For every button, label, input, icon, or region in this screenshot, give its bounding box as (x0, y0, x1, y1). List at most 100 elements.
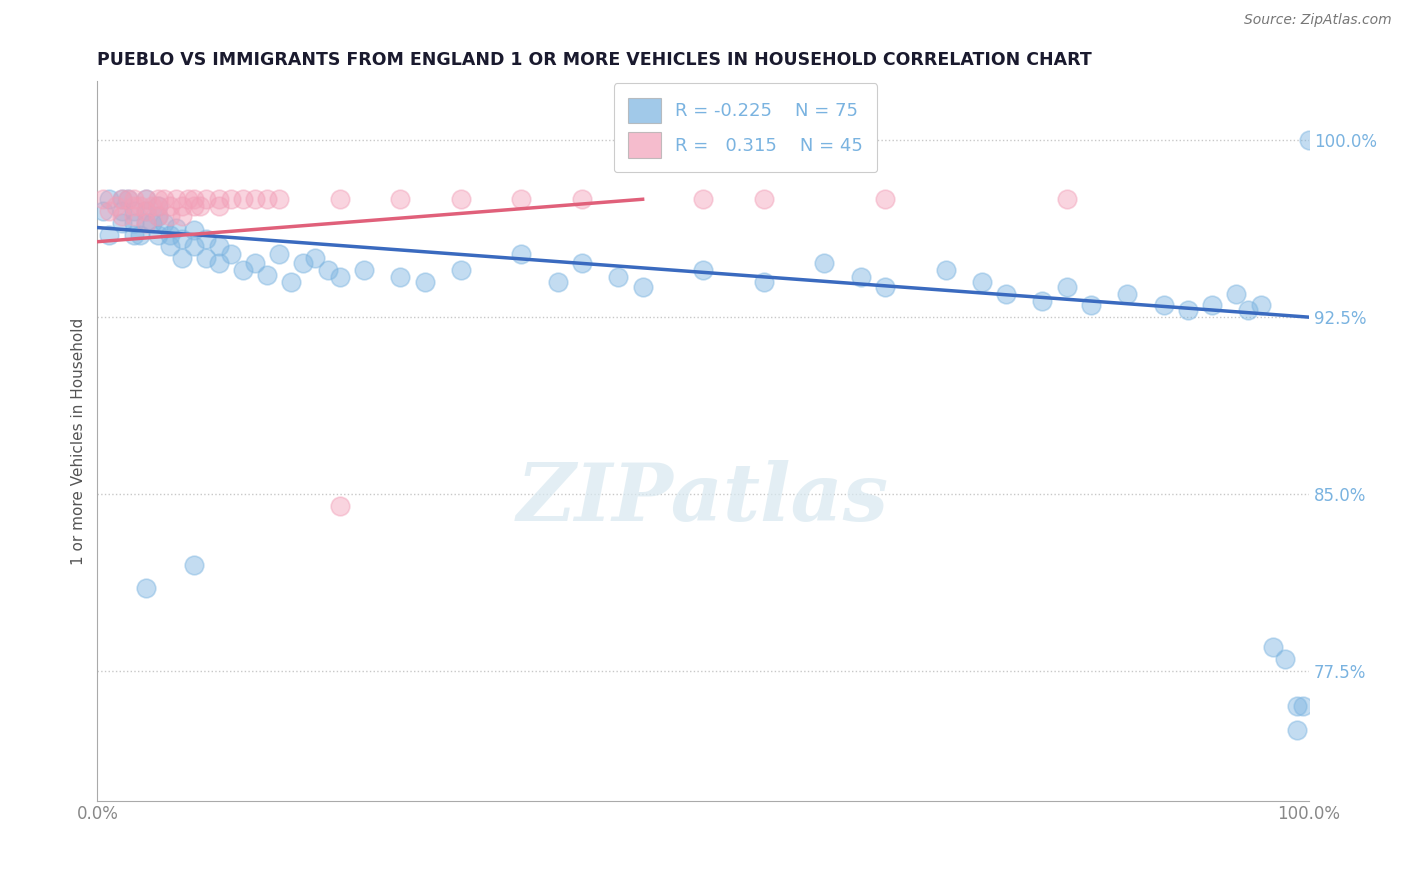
Point (243, 256, 266, 270)
Legend: R = -0.225    N = 75, R =   0.315    N = 45: R = -0.225 N = 75, R = 0.315 N = 45 (614, 83, 877, 172)
Point (873, 192, 896, 206)
Point (207, 192, 229, 206)
Point (280, 275, 302, 289)
Point (510, 246, 533, 260)
Point (1285, 699, 1308, 714)
Point (571, 192, 593, 206)
Point (135, 204, 157, 219)
Point (692, 263, 714, 277)
Point (752, 275, 775, 289)
Point (389, 270, 412, 285)
Point (122, 209, 145, 223)
Point (450, 263, 472, 277)
Point (269, 246, 291, 260)
Point (219, 192, 242, 206)
Point (813, 256, 835, 270)
Point (329, 192, 352, 206)
Point (1285, 723, 1308, 737)
Point (146, 199, 169, 213)
Point (232, 263, 254, 277)
Point (110, 204, 132, 219)
Point (141, 216, 163, 230)
Point (269, 192, 291, 206)
Point (172, 209, 194, 223)
Point (1116, 286, 1139, 301)
Point (110, 216, 132, 230)
Point (1056, 279, 1078, 293)
Point (141, 199, 163, 213)
Point (195, 192, 218, 206)
Point (207, 256, 229, 270)
Point (146, 192, 169, 206)
Text: ZIPatlas: ZIPatlas (517, 459, 889, 537)
Point (165, 192, 187, 206)
Point (135, 582, 157, 596)
Point (1292, 699, 1315, 714)
Y-axis label: 1 or more Vehicles in Household: 1 or more Vehicles in Household (72, 318, 86, 565)
Point (207, 239, 229, 253)
Point (353, 263, 375, 277)
Point (935, 263, 957, 277)
Point (256, 268, 278, 282)
Point (172, 199, 194, 213)
Point (607, 270, 630, 285)
Point (752, 192, 775, 206)
Point (93, 192, 115, 206)
Point (970, 275, 993, 289)
Point (117, 192, 139, 206)
Point (995, 286, 1018, 301)
Text: Source: ZipAtlas.com: Source: ZipAtlas.com (1244, 13, 1392, 28)
Point (1056, 192, 1078, 206)
Point (1237, 303, 1260, 318)
Point (128, 199, 150, 213)
Point (219, 246, 242, 260)
Point (692, 192, 714, 206)
Point (292, 256, 315, 270)
Point (389, 192, 412, 206)
Point (232, 192, 254, 206)
Point (1177, 303, 1199, 318)
Point (631, 279, 654, 293)
Point (153, 192, 176, 206)
Point (1250, 298, 1272, 312)
Point (183, 239, 205, 253)
Point (146, 199, 169, 213)
Point (243, 192, 266, 206)
Point (110, 192, 132, 206)
Point (329, 270, 352, 285)
Point (1261, 640, 1284, 655)
Point (413, 275, 436, 289)
Point (177, 192, 200, 206)
Point (195, 251, 218, 265)
Point (849, 270, 872, 285)
Point (183, 558, 205, 572)
Point (122, 204, 145, 219)
Point (98, 227, 121, 242)
Point (188, 199, 211, 213)
Point (873, 279, 896, 293)
Point (256, 192, 278, 206)
Point (122, 199, 145, 213)
Point (135, 216, 157, 230)
Point (93, 204, 115, 219)
Point (1298, 133, 1320, 147)
Point (153, 216, 176, 230)
Text: PUEBLO VS IMMIGRANTS FROM ENGLAND 1 OR MORE VEHICLES IN HOUSEHOLD CORRELATION CH: PUEBLO VS IMMIGRANTS FROM ENGLAND 1 OR M… (97, 51, 1092, 69)
Point (450, 192, 472, 206)
Point (110, 209, 132, 223)
Point (159, 239, 181, 253)
Point (207, 199, 229, 213)
Point (1080, 298, 1102, 312)
Point (183, 192, 205, 206)
Point (146, 227, 169, 242)
Point (1225, 286, 1247, 301)
Point (304, 251, 326, 265)
Point (122, 192, 145, 206)
Point (135, 216, 157, 230)
Point (1153, 298, 1175, 312)
Point (122, 227, 145, 242)
Point (1201, 298, 1223, 312)
Point (135, 192, 157, 206)
Point (1274, 652, 1296, 666)
Point (316, 263, 339, 277)
